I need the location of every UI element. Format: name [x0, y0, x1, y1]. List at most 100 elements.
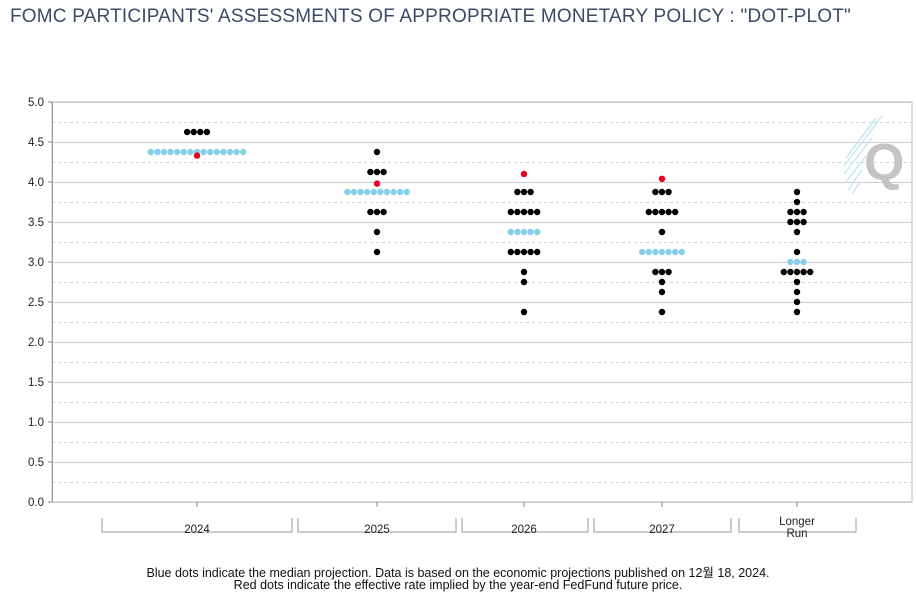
participant-dot: [787, 218, 794, 226]
dot-plot-chart: 0.00.51.01.52.02.53.03.54.04.55.0 2024 20…: [28, 97, 913, 540]
median-dot: [658, 248, 666, 256]
participant-dot: [520, 268, 528, 276]
participant-dot: [527, 188, 534, 196]
participant-dot: [183, 128, 191, 136]
participant-dot: [197, 128, 204, 136]
participant-dot: [787, 208, 794, 216]
futures-dot: [193, 152, 201, 159]
y-tick-label: 3.0: [28, 257, 44, 269]
x-category-bracket: [738, 518, 857, 533]
y-tick-label: 1.5: [28, 377, 44, 389]
participant-dot: [793, 288, 801, 296]
participant-dot: [373, 208, 381, 216]
participant-dot: [514, 208, 521, 216]
median-dot: [527, 228, 534, 236]
x-category-bracket: [297, 518, 457, 533]
y-tick-label: 0.0: [28, 497, 44, 509]
participant-dot: [793, 228, 801, 236]
participant-dot: [665, 188, 672, 196]
participant-dot: [658, 208, 666, 216]
median-dot: [200, 148, 207, 156]
participant-dot: [658, 278, 666, 286]
participant-dot: [800, 218, 807, 226]
median-dot: [180, 148, 187, 156]
participant-dot: [793, 218, 801, 226]
q-logo-icon: Q: [843, 115, 904, 195]
median-dot: [390, 188, 397, 196]
median-dot: [507, 228, 514, 236]
participant-dot: [652, 268, 659, 276]
participant-dot: [665, 268, 672, 276]
participant-dot: [190, 128, 197, 136]
participant-dot: [514, 248, 521, 256]
participant-dot: [793, 298, 801, 306]
futures-dot: [658, 175, 666, 182]
median-dot: [383, 188, 391, 196]
median-dot: [672, 248, 679, 256]
participant-dot: [665, 208, 672, 216]
median-dot: [793, 258, 801, 266]
median-dot: [520, 228, 528, 236]
median-dot: [147, 148, 154, 156]
median-dot: [403, 188, 410, 196]
median-dot: [787, 258, 794, 266]
y-tick-label: 2.5: [28, 297, 44, 309]
median-dot: [377, 188, 384, 196]
median-dot: [174, 148, 181, 156]
participant-dot: [793, 248, 801, 256]
median-dot: [220, 148, 227, 156]
participant-dot: [380, 208, 387, 216]
participant-dot: [373, 168, 381, 176]
grid-lines: [51, 101, 913, 503]
median-dot: [800, 258, 807, 266]
x-tick-label: 2025: [364, 524, 390, 536]
median-dot: [350, 188, 358, 196]
median-dot: [396, 188, 404, 196]
participant-dot: [780, 268, 787, 276]
participant-dot: [793, 198, 801, 206]
participant-dot: [527, 248, 534, 256]
median-dot: [213, 148, 220, 156]
median-dot: [154, 148, 161, 156]
x-tick-label: 2027: [649, 524, 675, 536]
median-dot: [652, 248, 659, 256]
futures-note: Red dots indicate the effective rate imp…: [233, 578, 683, 592]
participant-dot: [800, 208, 807, 216]
participant-dot: [520, 278, 528, 286]
y-tick-label: 3.5: [28, 217, 44, 229]
participant-dot: [787, 268, 794, 276]
participant-dot: [507, 248, 514, 256]
participant-dot: [367, 168, 374, 176]
median-dot: [363, 188, 371, 196]
svg-text:Q: Q: [864, 134, 904, 192]
participant-dot: [672, 208, 679, 216]
participant-dot: [793, 308, 801, 316]
x-tick-label: 2026: [511, 524, 537, 536]
dots-layer: [147, 128, 814, 316]
futures-dot: [520, 170, 528, 178]
participant-dot: [373, 228, 381, 236]
y-tick-label: 5.0: [28, 97, 44, 109]
median-dot: [639, 248, 646, 256]
participant-dot: [373, 248, 381, 256]
y-axis: 0.0 0.5 1.0 1.5 2.0 2.5 3.0 3.5 4.0 4.5 5.0: [28, 97, 53, 509]
participant-dot: [514, 188, 521, 196]
participant-dot: [203, 128, 211, 136]
median-dot: [357, 188, 364, 196]
median-dot: [167, 148, 174, 156]
participant-dot: [652, 208, 659, 216]
median-dot: [344, 188, 351, 196]
median-dot: [645, 248, 652, 256]
median-dot: [534, 228, 541, 236]
x-category-bracket: [593, 518, 732, 533]
participant-dot: [534, 208, 541, 216]
median-dot: [370, 188, 377, 196]
participant-dot: [520, 208, 528, 216]
median-dot: [226, 148, 234, 156]
participant-dot: [793, 188, 801, 196]
participant-dot: [534, 248, 541, 256]
participant-dot: [367, 208, 374, 216]
median-dot: [160, 148, 168, 156]
median-dot: [514, 228, 521, 236]
